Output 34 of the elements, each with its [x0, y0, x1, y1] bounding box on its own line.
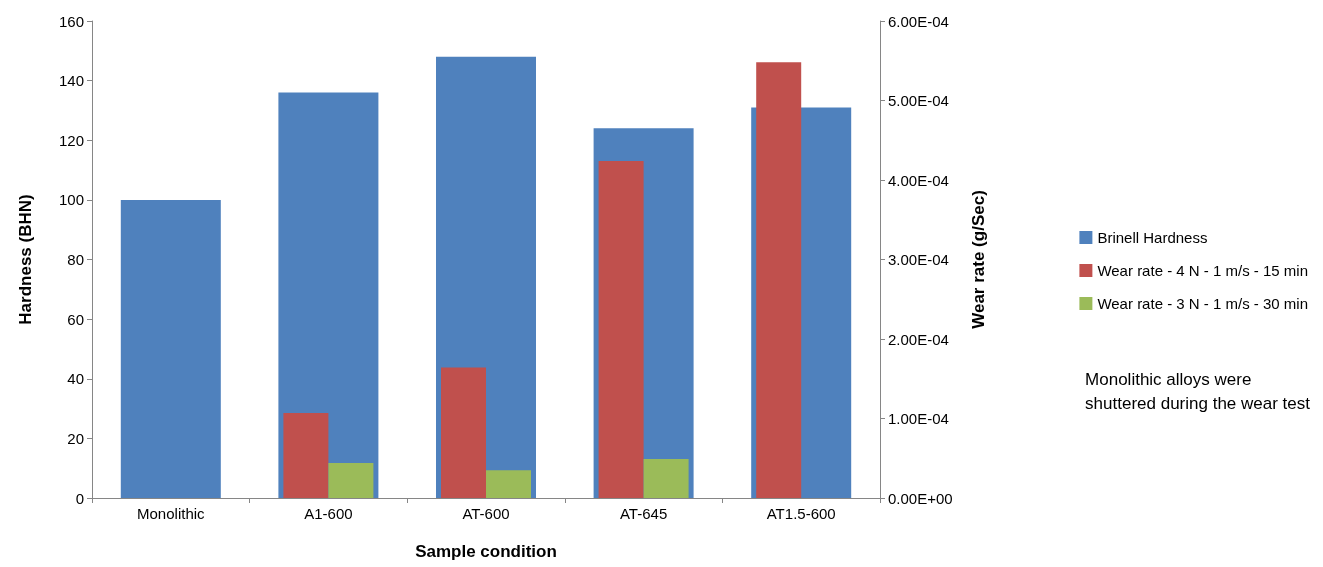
legend-label: Wear rate - 3 N - 1 m/s - 30 min [1097, 295, 1308, 312]
y-tick-label: 120 [58, 131, 84, 149]
y2-tick-label: 4.00E-04 [888, 171, 949, 189]
y-axis-title: Hardness (BHN) [16, 194, 35, 325]
legend-label: Brinell Hardness [1097, 229, 1208, 246]
y-tick-label: 0 [75, 489, 84, 507]
bar [328, 463, 374, 498]
y-tick-label: 20 [67, 429, 84, 447]
y2-tick-label: 5.00E-04 [888, 92, 949, 109]
bar [486, 470, 531, 498]
y2-axis-title: Wear rate (g/Sec) [969, 190, 988, 329]
bar [120, 199, 221, 498]
y-tick-label: 100 [58, 191, 84, 209]
y2-tick-label: 1.00E-04 [888, 410, 949, 427]
y-tick-label: 40 [67, 370, 84, 388]
y2-tick-label: 0.00E+00 [888, 489, 953, 507]
x-tick-label: AT1.5-600 [766, 505, 836, 522]
x-tick-label: AT-645 [619, 505, 668, 522]
y2-tick-label: 3.00E-04 [888, 251, 949, 268]
bar [283, 412, 329, 498]
y-tick-label: 60 [67, 310, 84, 328]
text: Monolithic alloys were shuttered during the wear test [1085, 369, 1311, 413]
y-tick-label: 80 [67, 251, 84, 268]
bar [441, 367, 486, 498]
y-tick-label: 160 [58, 12, 84, 30]
bar [643, 459, 689, 498]
y2-tick-label: 6.00E-04 [888, 12, 949, 30]
x-tick-label: AT-600 [462, 505, 510, 522]
y-tick-label: 140 [58, 72, 84, 90]
x-tick-label: A1-600 [304, 505, 353, 522]
x-tick-label: Monolithic [137, 505, 206, 522]
x-axis-title: Sample condition [415, 542, 557, 561]
y2-tick-label: 2.00E-04 [888, 330, 949, 348]
legend-label: Wear rate - 4 N - 1 m/s - 15 min [1097, 262, 1308, 279]
